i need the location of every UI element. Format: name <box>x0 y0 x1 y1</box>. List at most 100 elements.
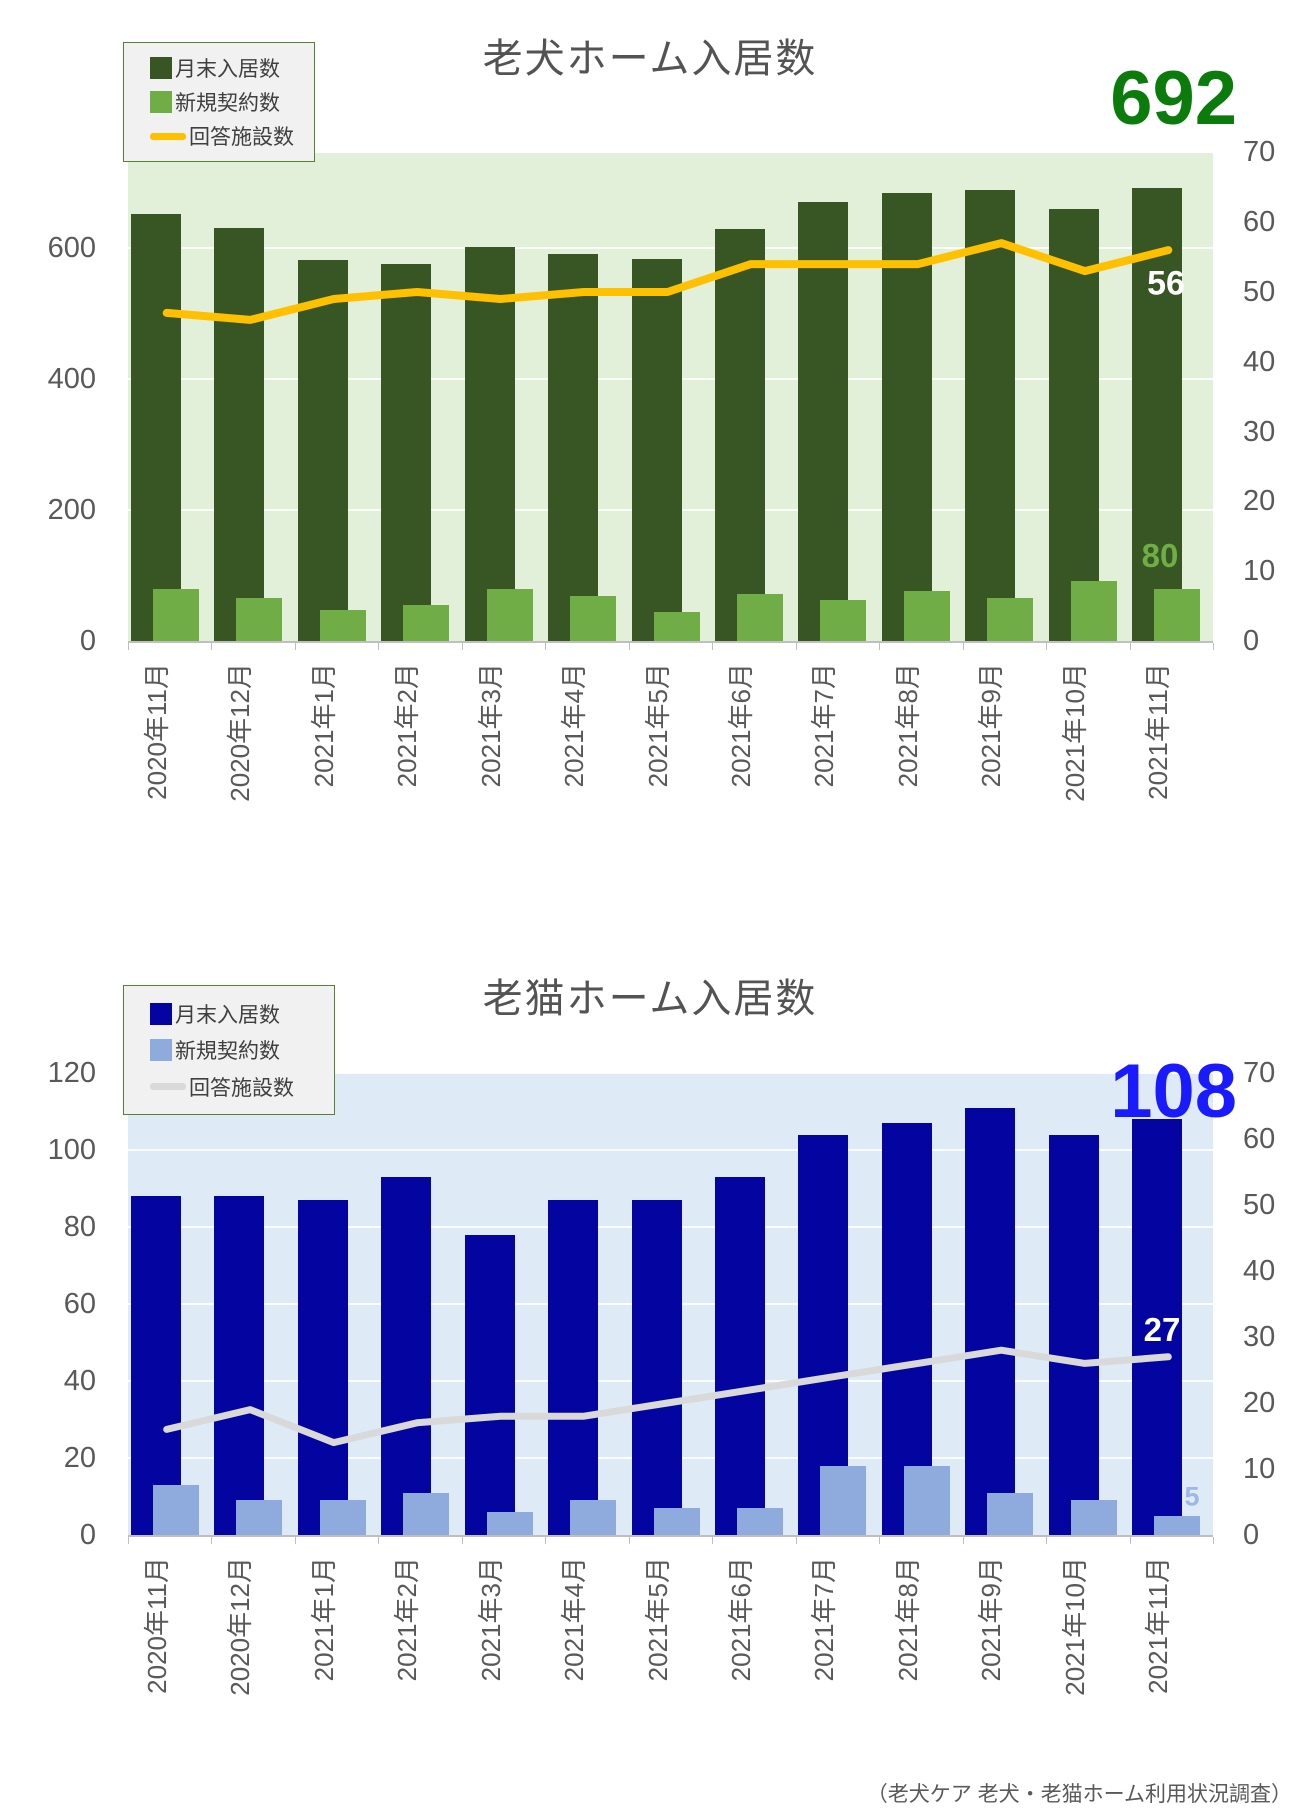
bar-新規契約数-2021年7月 <box>820 600 866 641</box>
bar-月末入居数-2021年6月 <box>715 1177 765 1535</box>
y-axis-right-tick: 10 <box>1243 1453 1276 1485</box>
x-axis-category-label: 2021年4月 <box>559 663 590 788</box>
legend-item-新規契約数: 新規契約数 <box>150 1035 324 1065</box>
bar-月末入居数-2020年11月 <box>131 214 181 641</box>
gridline <box>128 1149 1213 1151</box>
square-swatch-icon <box>150 91 172 113</box>
y-axis-right-tick: 60 <box>1243 1123 1276 1155</box>
plot-area <box>128 1073 1213 1535</box>
y-axis-left-tick: 40 <box>63 1365 96 1397</box>
x-axis-category-label: 2021年7月 <box>809 663 840 788</box>
y-axis-left-tick: 20 <box>63 1442 96 1474</box>
y-axis-left-tick: 120 <box>47 1057 96 1089</box>
legend-label: 新規契約数 <box>175 92 280 115</box>
square-swatch-icon <box>150 1002 172 1025</box>
x-axis-tick <box>1129 1537 1131 1544</box>
x-axis-category-label: 2020年12月 <box>225 1557 256 1696</box>
y-axis-left-tick: 0 <box>79 1519 96 1551</box>
x-axis-tick <box>1046 1537 1048 1544</box>
x-axis-category-label: 2021年6月 <box>725 663 756 788</box>
x-axis-tick <box>795 1537 797 1544</box>
gridline <box>128 1073 1213 1074</box>
legend-label: 月末入居数 <box>175 58 280 81</box>
bar-月末入居数-2021年10月 <box>1049 1135 1099 1535</box>
x-axis-tick <box>211 643 213 650</box>
x-axis-category-label: 2021年2月 <box>392 663 423 788</box>
bar-月末入居数-2021年6月 <box>715 229 765 641</box>
x-axis-tick <box>461 643 463 650</box>
y-axis-left-tick: 600 <box>47 232 96 264</box>
x-axis-tick <box>378 643 380 650</box>
x-axis-category-label: 2021年3月 <box>475 663 506 788</box>
x-axis-tick <box>211 1537 213 1544</box>
x-axis-tick <box>1129 643 1131 650</box>
x-axis-tick <box>378 1537 380 1544</box>
y-axis-left-tick: 60 <box>63 1288 96 1320</box>
x-axis-category-label: 2021年6月 <box>725 1557 756 1682</box>
x-axis-tick <box>1213 643 1214 650</box>
x-axis-category-label: 2021年4月 <box>559 1557 590 1682</box>
x-axis-tick <box>628 1537 630 1544</box>
legend-label: 新規契約数 <box>175 1040 280 1063</box>
y-axis-right-tick: 50 <box>1243 1189 1276 1221</box>
bar-新規契約数-2020年12月 <box>236 1500 282 1535</box>
bar-新規契約数-2021年5月 <box>654 1508 700 1535</box>
facilities-last-label: 27 <box>1143 1311 1181 1348</box>
x-axis-tick <box>712 1537 714 1544</box>
y-axis-right-tick: 40 <box>1243 345 1276 378</box>
y-axis-right-tick: 10 <box>1243 555 1276 588</box>
bar-新規契約数-2021年8月 <box>904 591 950 641</box>
bar-月末入居数-2021年11月 <box>1132 1119 1182 1535</box>
line-swatch-icon <box>150 1083 186 1090</box>
x-axis-tick <box>294 643 296 650</box>
y-axis-left-tick: 80 <box>63 1211 96 1243</box>
bar-新規契約数-2020年11月 <box>153 589 199 641</box>
bar-新規契約数-2021年1月 <box>320 610 366 641</box>
x-axis-tick <box>294 1537 296 1544</box>
bar-新規契約数-2021年11月 <box>1154 589 1200 641</box>
bar-新規契約数-2021年11月 <box>1154 1516 1200 1535</box>
x-axis-tick <box>128 1537 129 1544</box>
x-axis-category-label: 2021年9月 <box>976 663 1007 788</box>
contracts-last-label: 80 <box>1141 537 1179 574</box>
bar-月末入居数-2021年1月 <box>298 1200 348 1535</box>
latest-value-callout: 692 <box>1110 56 1237 141</box>
y-axis-left-tick: 0 <box>79 625 96 657</box>
bar-新規契約数-2021年1月 <box>320 1500 366 1535</box>
x-axis-category-label: 2020年12月 <box>225 663 256 802</box>
x-axis-tick <box>545 643 547 650</box>
bar-月末入居数-2021年8月 <box>882 193 932 641</box>
x-axis-tick <box>1046 643 1048 650</box>
x-axis-line <box>128 641 1213 643</box>
x-axis-category-label: 2021年5月 <box>642 663 673 788</box>
legend-item-回答施設数: 回答施設数 <box>150 121 304 151</box>
y-axis-right-tick: 70 <box>1243 136 1276 169</box>
x-axis-tick <box>628 643 630 650</box>
x-axis-category-label: 2021年11月 <box>1143 663 1174 800</box>
legend-item-回答施設数: 回答施設数 <box>150 1072 324 1102</box>
legend-label: 月末入居数 <box>175 1003 280 1027</box>
legend-item-新規契約数: 新規契約数 <box>150 87 304 117</box>
bar-新規契約数-2021年9月 <box>987 598 1033 641</box>
bar-月末入居数-2021年9月 <box>965 190 1015 641</box>
y-axis-left-tick: 400 <box>47 363 96 395</box>
x-axis-category-label: 2021年1月 <box>308 1557 339 1682</box>
x-axis-tick <box>461 1537 463 1544</box>
x-axis-category-label: 2021年3月 <box>475 1557 506 1682</box>
source-note: （老犬ケア 老犬・老猫ホーム利用状況調査） <box>866 1783 1292 1806</box>
bar-新規契約数-2020年12月 <box>236 598 282 641</box>
latest-value-callout: 108 <box>1110 1049 1237 1134</box>
bar-月末入居数-2021年5月 <box>632 259 682 641</box>
x-axis-category-label: 2021年9月 <box>976 1557 1007 1682</box>
y-axis-left-tick: 100 <box>47 1134 96 1166</box>
legend: 月末入居数新規契約数回答施設数 <box>123 985 335 1115</box>
legend-label: 回答施設数 <box>189 126 294 149</box>
bar-月末入居数-2021年4月 <box>548 1200 598 1535</box>
bar-新規契約数-2021年10月 <box>1071 1500 1117 1535</box>
bar-月末入居数-2021年7月 <box>798 202 848 641</box>
x-axis-category-label: 2021年7月 <box>809 1557 840 1682</box>
bar-新規契約数-2021年2月 <box>403 605 449 641</box>
y-axis-right-tick: 0 <box>1243 1519 1260 1551</box>
x-axis-tick <box>962 1537 964 1544</box>
